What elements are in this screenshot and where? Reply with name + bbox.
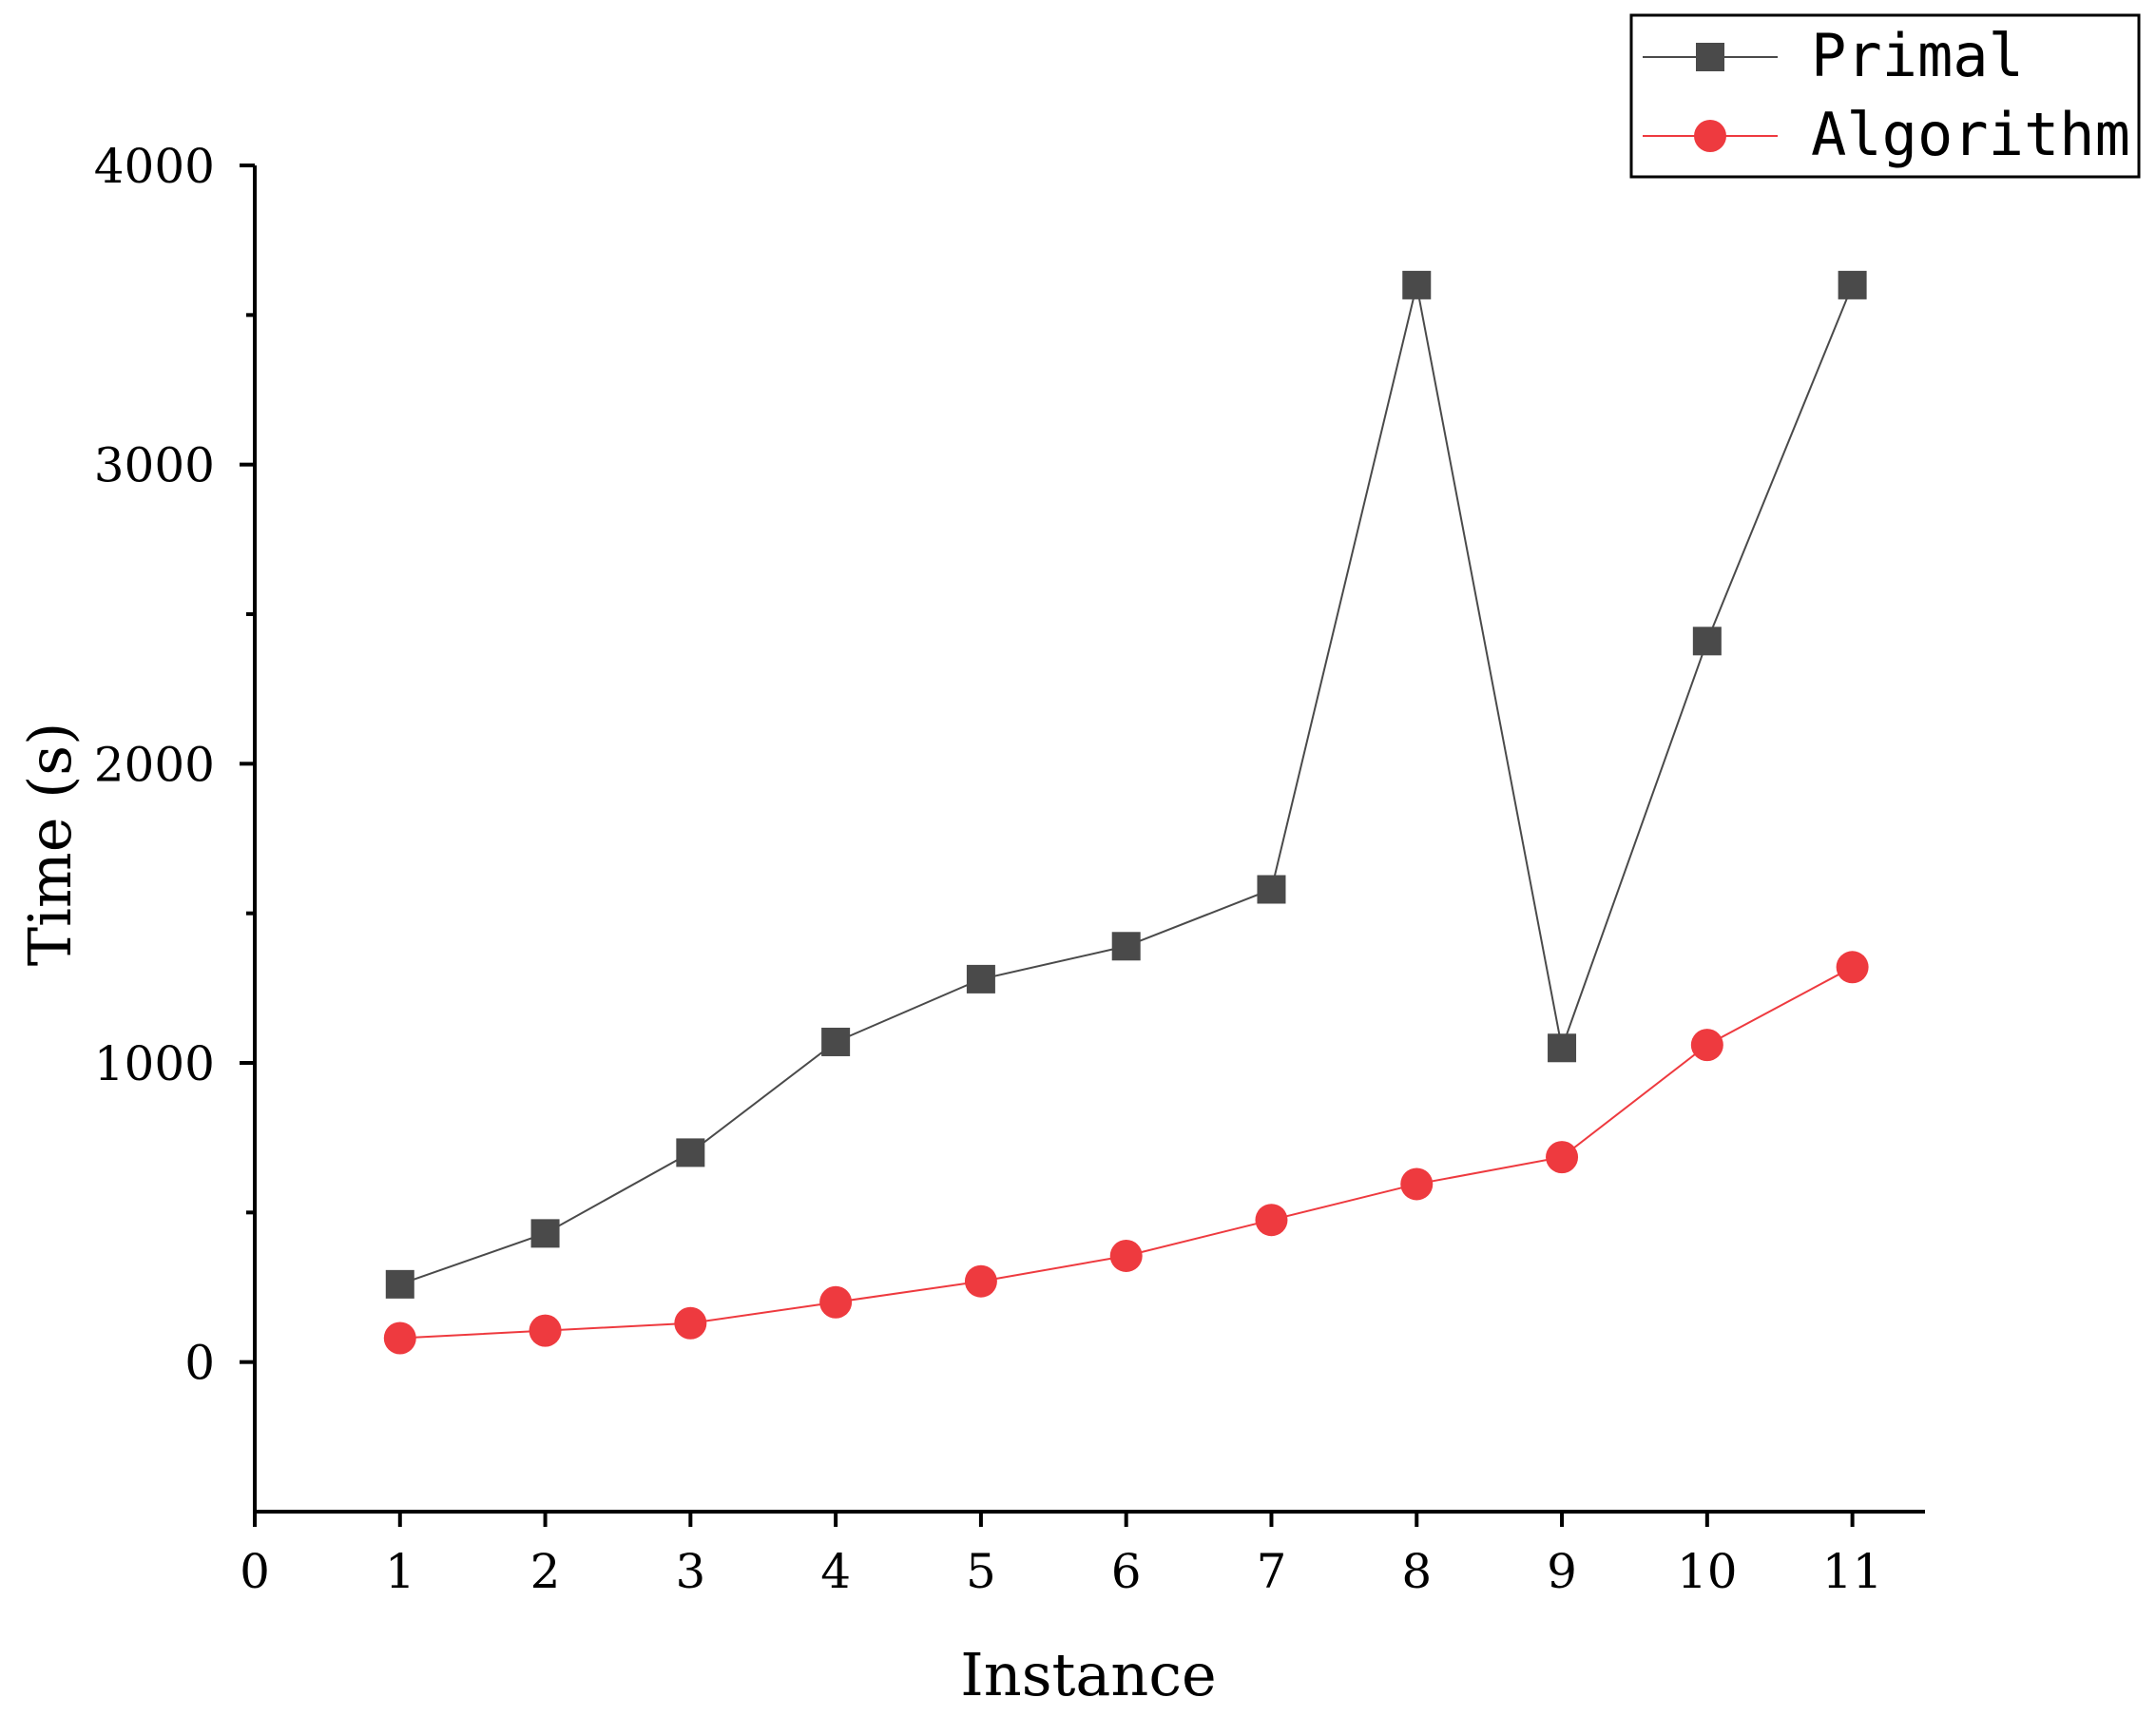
- data-point: [821, 1027, 851, 1056]
- series-algorithm: [383, 951, 1869, 1355]
- series-primal: [385, 270, 1867, 1299]
- data-point: [1402, 270, 1432, 299]
- x-tick-label: 5: [966, 1544, 996, 1599]
- series-line: [399, 284, 1854, 1285]
- series-line: [399, 966, 1854, 1340]
- data-point: [1255, 1204, 1288, 1237]
- legend-label: Primal: [1811, 21, 2024, 90]
- data-point: [1692, 627, 1722, 656]
- y-tick-label: 0: [184, 1336, 215, 1391]
- y-tick-label: 1000: [94, 1036, 215, 1091]
- data-point: [1400, 1167, 1434, 1201]
- x-tick-label: 6: [1111, 1544, 1142, 1599]
- data-point: [530, 1219, 560, 1248]
- x-axis-ticks: 0 1 2 3 4 5 6 7 8 9 10 11: [240, 1512, 1882, 1599]
- data-point: [1548, 1033, 1577, 1063]
- data-point: [529, 1314, 562, 1347]
- data-point: [966, 964, 995, 994]
- x-axis-label: Instance: [960, 1640, 1216, 1709]
- legend-item: Algorithm: [1643, 100, 2130, 169]
- x-tick-label: 4: [820, 1544, 851, 1599]
- legend-marker: [1694, 120, 1726, 152]
- data-point: [676, 1138, 705, 1167]
- x-tick-label: 9: [1547, 1544, 1577, 1599]
- data-point: [1838, 270, 1867, 299]
- legend-item: Primal: [1643, 21, 2024, 90]
- x-tick-label: 8: [1401, 1544, 1432, 1599]
- y-axis-ticks: 0 1000 2000 3000 4000: [94, 139, 255, 1391]
- data-point: [1109, 1239, 1143, 1272]
- x-tick-label: 3: [675, 1544, 705, 1599]
- data-point: [383, 1322, 416, 1355]
- series-layer: [383, 270, 1869, 1355]
- data-point: [1257, 875, 1286, 904]
- data-point: [1111, 932, 1141, 961]
- x-tick-label: 2: [530, 1544, 561, 1599]
- legend-label: Algorithm: [1811, 100, 2130, 169]
- legend: Primal Algorithm: [1629, 13, 2141, 179]
- data-point: [819, 1285, 853, 1319]
- x-tick-label: 1: [385, 1544, 415, 1599]
- x-tick-label: 0: [240, 1544, 270, 1599]
- x-tick-label: 7: [1257, 1544, 1287, 1599]
- y-axis-label: Time (s): [15, 723, 85, 967]
- data-point: [1690, 1029, 1723, 1062]
- x-tick-label: 11: [1822, 1544, 1883, 1599]
- legend-marker: [1696, 43, 1724, 71]
- data-point: [385, 1269, 414, 1299]
- data-point: [674, 1306, 707, 1340]
- x-tick-label: 10: [1677, 1544, 1738, 1599]
- y-tick-label: 3000: [94, 438, 215, 493]
- y-tick-label: 4000: [94, 139, 215, 194]
- legend-items: Primal Algorithm: [1643, 21, 2130, 169]
- axes: 0 1 2 3 4 5 6 7 8 9 10 11 0 1000 2000 3000 4000: [94, 139, 1925, 1599]
- data-point: [1546, 1141, 1579, 1174]
- y-tick-label: 2000: [94, 737, 215, 792]
- data-point: [964, 1264, 997, 1298]
- data-point: [1836, 951, 1869, 984]
